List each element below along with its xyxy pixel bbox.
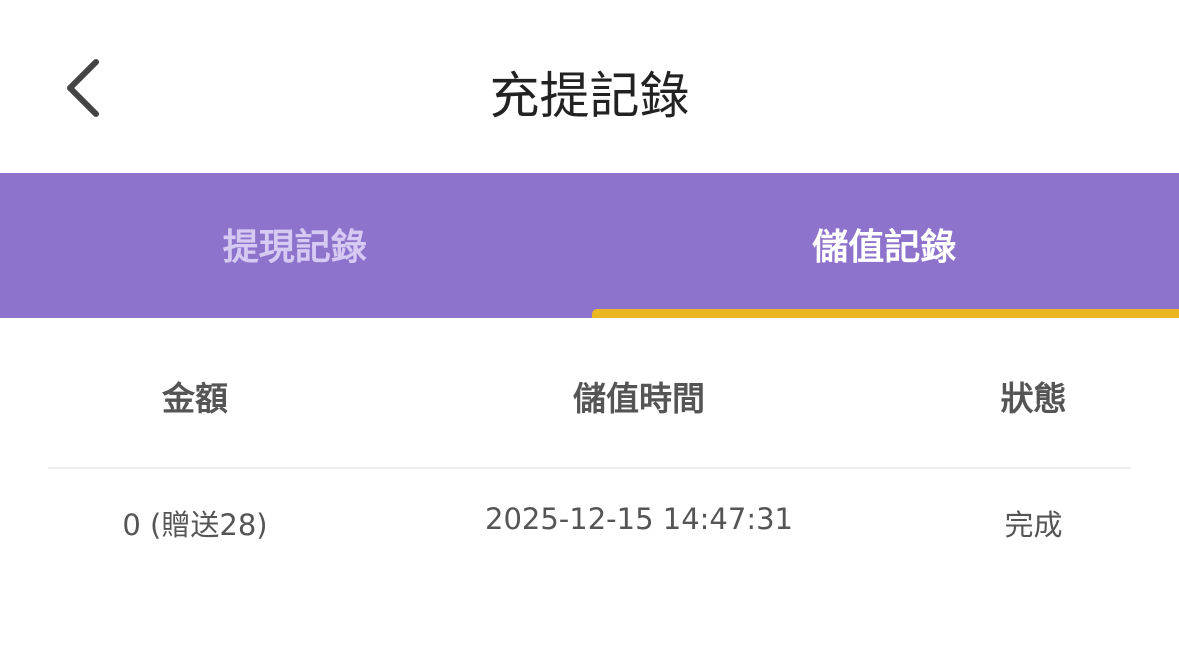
table-row: 0 (贈送28) 2025-12-15 14:47:31 完成 — [48, 502, 1131, 544]
column-amount: 金額 — [162, 379, 228, 418]
tab-withdrawal-records[interactable]: 提現記錄 — [0, 173, 590, 318]
active-tab-indicator — [591, 309, 1179, 318]
table-header: 金額 儲值時間 狀態 — [48, 372, 1131, 420]
tab-label: 提現記錄 — [222, 227, 367, 268]
cell-amount: 0 (贈送28) — [122, 508, 268, 542]
back-button[interactable] — [62, 58, 102, 118]
column-status: 狀態 — [1000, 379, 1067, 418]
cell-time: 2025-12-15 14:47:31 — [485, 502, 793, 536]
header: 充提記錄 — [0, 0, 1179, 173]
cell-status: 完成 — [1004, 508, 1063, 542]
column-time: 儲值時間 — [573, 379, 705, 418]
tab-deposit-records[interactable]: 儲值記錄 — [590, 173, 1179, 318]
tab-bar: 提現記錄 儲值記錄 — [0, 173, 1179, 318]
page-title: 充提記錄 — [489, 67, 690, 125]
divider — [48, 467, 1131, 469]
chevron-left-icon — [67, 59, 99, 117]
tab-label: 儲值記錄 — [812, 227, 957, 268]
